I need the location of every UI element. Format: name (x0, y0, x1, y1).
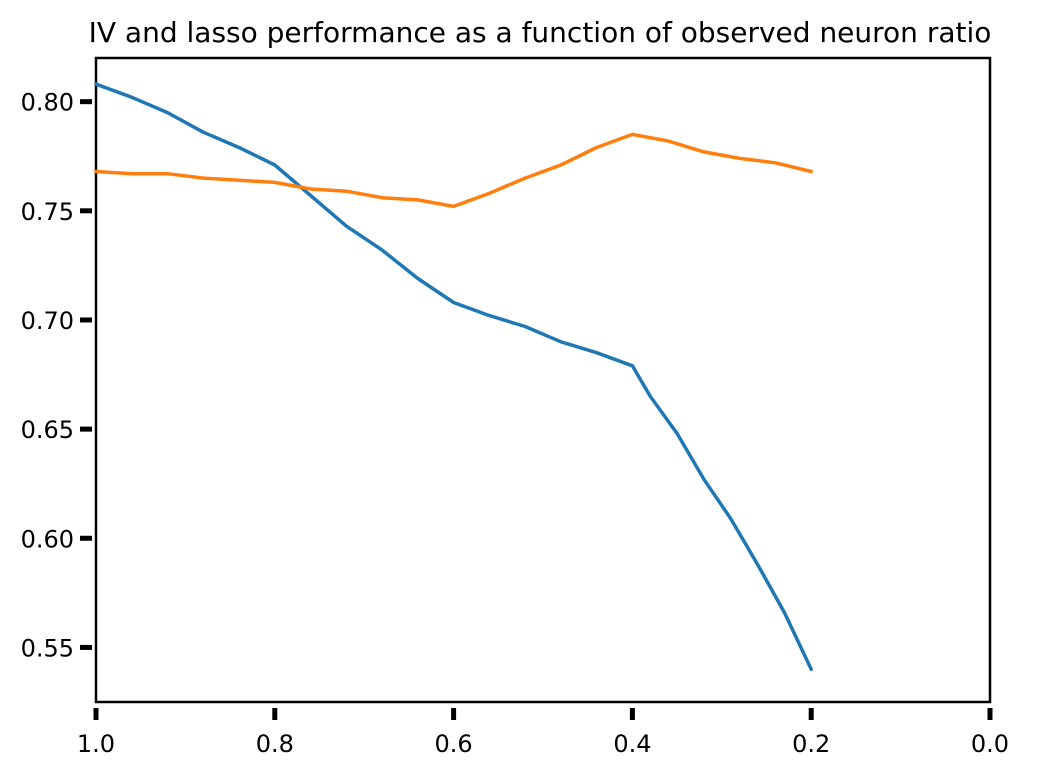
y-tick-label: 0.55 (21, 634, 74, 662)
x-tick-label: 1.0 (77, 730, 115, 758)
plot-frame (94, 56, 992, 704)
y-axis: 0.55 0.60 0.65 0.70 0.75 0.80 (21, 89, 92, 662)
y-tick-label: 0.70 (21, 307, 74, 335)
x-tick-label: 0.4 (613, 730, 651, 758)
series-line-1 (94, 82, 813, 672)
x-axis: 1.0 0.8 0.6 0.4 0.2 0.0 (77, 708, 1009, 758)
y-tick-label: 0.60 (21, 525, 74, 553)
x-tick-label: 0.8 (256, 730, 294, 758)
series-line-2 (94, 132, 813, 209)
x-tick-label: 0.6 (435, 730, 473, 758)
x-tick-label: 0.2 (792, 730, 830, 758)
chart-title: IV and lasso performance as a function o… (89, 16, 992, 49)
y-tick-label: 0.75 (21, 198, 74, 226)
y-tick-label: 0.65 (21, 416, 74, 444)
y-tick-label: 0.80 (21, 89, 74, 117)
x-tick-label: 0.0 (971, 730, 1009, 758)
series-layer (94, 82, 813, 672)
